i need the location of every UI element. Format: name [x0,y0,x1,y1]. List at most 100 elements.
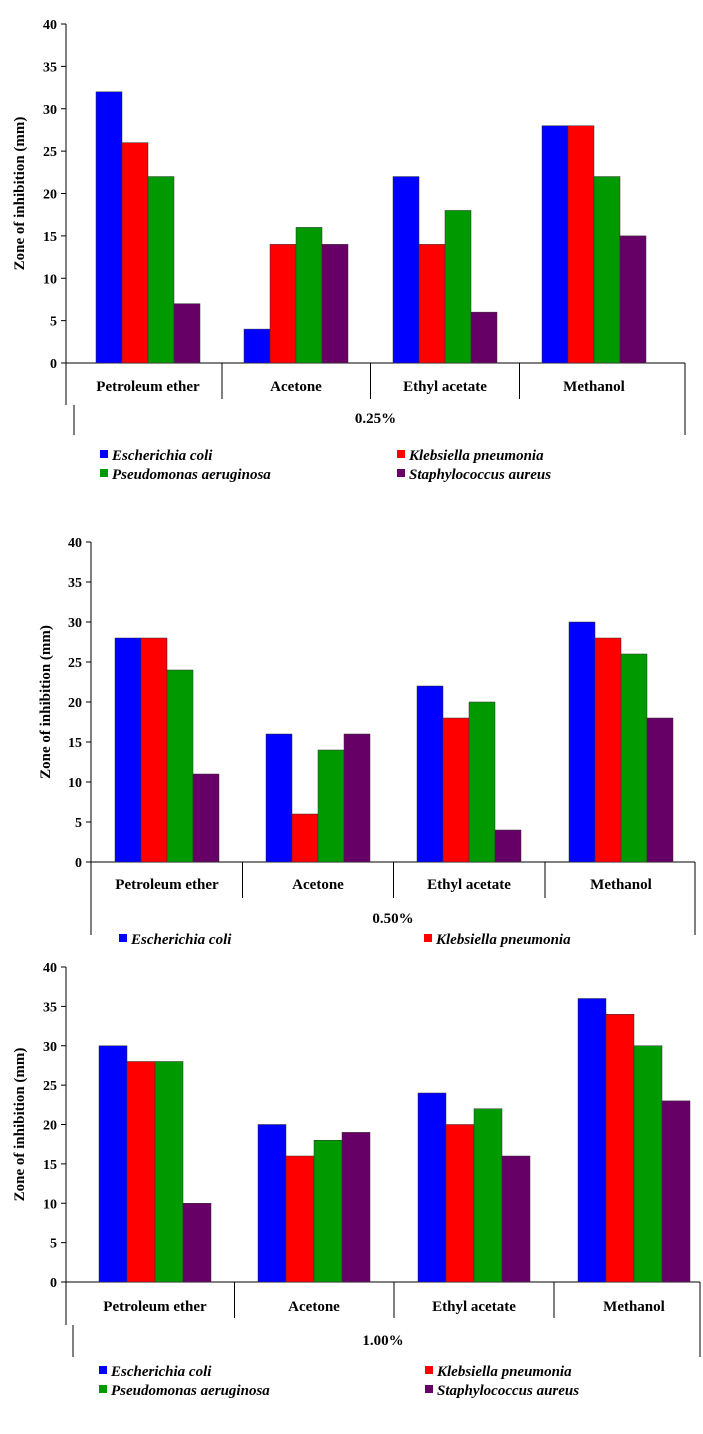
bar-klebsiella-pneumonia-methanol [605,1014,635,1283]
bar-escherichia-coli-ethyl-acetate [416,685,444,863]
x-category-label: Acetone [288,1299,340,1315]
bar-escherichia-coli-methanol [577,998,607,1283]
y-tick-label: 5 [50,315,57,330]
bar-pseudomonas-aeruginosa-methanol [633,1045,663,1283]
bar-klebsiella-pneumonia-methanol [594,637,622,863]
bar-klebsiella-pneumonia-petroleum-ether [126,1061,156,1283]
legend-label: Staphylococcus aureus [409,467,551,483]
legend-swatch [100,450,108,458]
bar-staphylococcus-aureus-ethyl-acetate [470,311,498,364]
y-axis-label: Zone of inhibition (mm) [38,625,54,779]
concentration-label: 0.50% [372,911,413,927]
bar-escherichia-coli-petroleum-ether [114,637,142,863]
x-category-label: Methanol [590,877,652,893]
legend-label: Escherichia coli [111,448,213,464]
bar-escherichia-coli-petroleum-ether [98,1045,128,1283]
y-tick-label: 40 [43,18,57,33]
x-category-label: Petroleum ether [115,877,219,893]
legend-swatch [425,1366,433,1374]
y-tick-label: 20 [43,1119,57,1134]
bar-staphylococcus-aureus-methanol [646,717,674,863]
legend-label: Escherichia coli [130,932,232,948]
bar-klebsiella-pneumonia-petroleum-ether [121,142,149,364]
bar-pseudomonas-aeruginosa-petroleum-ether [154,1061,184,1283]
legend-swatch [397,450,405,458]
bar-klebsiella-pneumonia-ethyl-acetate [445,1124,475,1283]
bar-pseudomonas-aeruginosa-acetone [317,749,345,863]
x-category-label: Petroleum ether [103,1299,207,1315]
bar-pseudomonas-aeruginosa-acetone [313,1140,343,1283]
bar-staphylococcus-aureus-petroleum-ether [192,773,220,863]
legend-label: Escherichia coli [110,1364,212,1380]
bar-klebsiella-pneumonia-acetone [269,244,297,364]
bar-escherichia-coli-methanol [541,125,569,364]
legend-swatch [119,934,127,942]
y-tick-label: 30 [68,616,82,631]
y-tick-label: 5 [50,1237,57,1252]
y-tick-label: 5 [75,816,82,831]
legend-label: Klebsiella pneumonia [436,1364,572,1380]
bar-staphylococcus-aureus-ethyl-acetate [501,1155,531,1283]
bar-staphylococcus-aureus-ethyl-acetate [494,829,522,863]
bar-klebsiella-pneumonia-acetone [291,813,319,863]
concentration-label: 0.25% [355,411,396,427]
y-tick-label: 25 [68,656,82,671]
x-category-label: Petroleum ether [96,379,200,395]
legend-swatch [424,934,432,942]
bar-escherichia-coli-acetone [265,733,293,863]
y-tick-label: 30 [43,103,57,118]
y-tick-label: 30 [43,1040,57,1055]
x-category-label: Ethyl acetate [432,1299,516,1315]
y-tick-label: 15 [43,1158,57,1173]
y-tick-label: 10 [68,776,82,791]
bar-pseudomonas-aeruginosa-methanol [593,176,621,364]
legend-label: Klebsiella pneumonia [408,448,544,464]
bar-klebsiella-pneumonia-acetone [285,1155,315,1283]
x-category-label: Acetone [292,877,344,893]
bar-staphylococcus-aureus-petroleum-ether [182,1203,212,1283]
bar-escherichia-coli-petroleum-ether [95,91,123,364]
bar-escherichia-coli-methanol [568,621,596,863]
bar-klebsiella-pneumonia-ethyl-acetate [418,244,446,364]
bar-staphylococcus-aureus-acetone [343,733,371,863]
legend-swatch [99,1385,107,1393]
y-tick-label: 40 [43,961,57,976]
y-tick-label: 35 [43,60,57,75]
y-tick-label: 20 [68,696,82,711]
concentration-label: 1.00% [362,1333,403,1349]
x-category-label: Methanol [563,379,625,395]
legend-label: Pseudomonas aeruginosa [111,1383,270,1399]
y-axis-label: Zone of inhibition (mm) [12,1048,28,1202]
x-category-label: Acetone [270,379,322,395]
bar-pseudomonas-aeruginosa-methanol [620,653,648,863]
bar-staphylococcus-aureus-petroleum-ether [173,303,201,364]
legend-swatch [99,1366,107,1374]
legend-label: Staphylococcus aureus [437,1383,579,1399]
bar-staphylococcus-aureus-acetone [341,1132,371,1283]
y-tick-label: 25 [43,145,57,160]
bar-staphylococcus-aureus-methanol [619,235,647,364]
y-tick-label: 35 [43,1000,57,1015]
bar-escherichia-coli-acetone [243,328,271,364]
bar-pseudomonas-aeruginosa-petroleum-ether [147,176,175,364]
y-tick-label: 25 [43,1079,57,1094]
bar-staphylococcus-aureus-methanol [661,1100,691,1283]
y-axis-label: Zone of inhibition (mm) [12,117,28,271]
y-tick-label: 35 [68,576,82,591]
legend-swatch [397,469,405,477]
y-tick-label: 20 [43,188,57,203]
y-tick-label: 15 [68,736,82,751]
legend-swatch [425,1385,433,1393]
bar-pseudomonas-aeruginosa-petroleum-ether [166,669,194,863]
y-tick-label: 15 [43,230,57,245]
chart-panel-2: 0 5 10 15 20 25 30 35 40 Zone of inhibition (mm) P… [12,961,701,1399]
legend-label: Pseudomonas aeruginosa [112,467,271,483]
y-tick-label: 10 [43,1197,57,1212]
y-tick-label: 40 [68,536,82,551]
bar-pseudomonas-aeruginosa-ethyl-acetate [473,1108,503,1283]
chart-panel-0: 0 5 10 15 20 25 30 35 40 Zone of inhibition (mm) P… [12,18,686,483]
bar-klebsiella-pneumonia-methanol [567,125,595,364]
x-category-label: Ethyl acetate [427,877,511,893]
chart-panel-1: 0 5 10 15 20 25 30 35 40 Zone of inhibition (mm) P… [38,536,696,948]
